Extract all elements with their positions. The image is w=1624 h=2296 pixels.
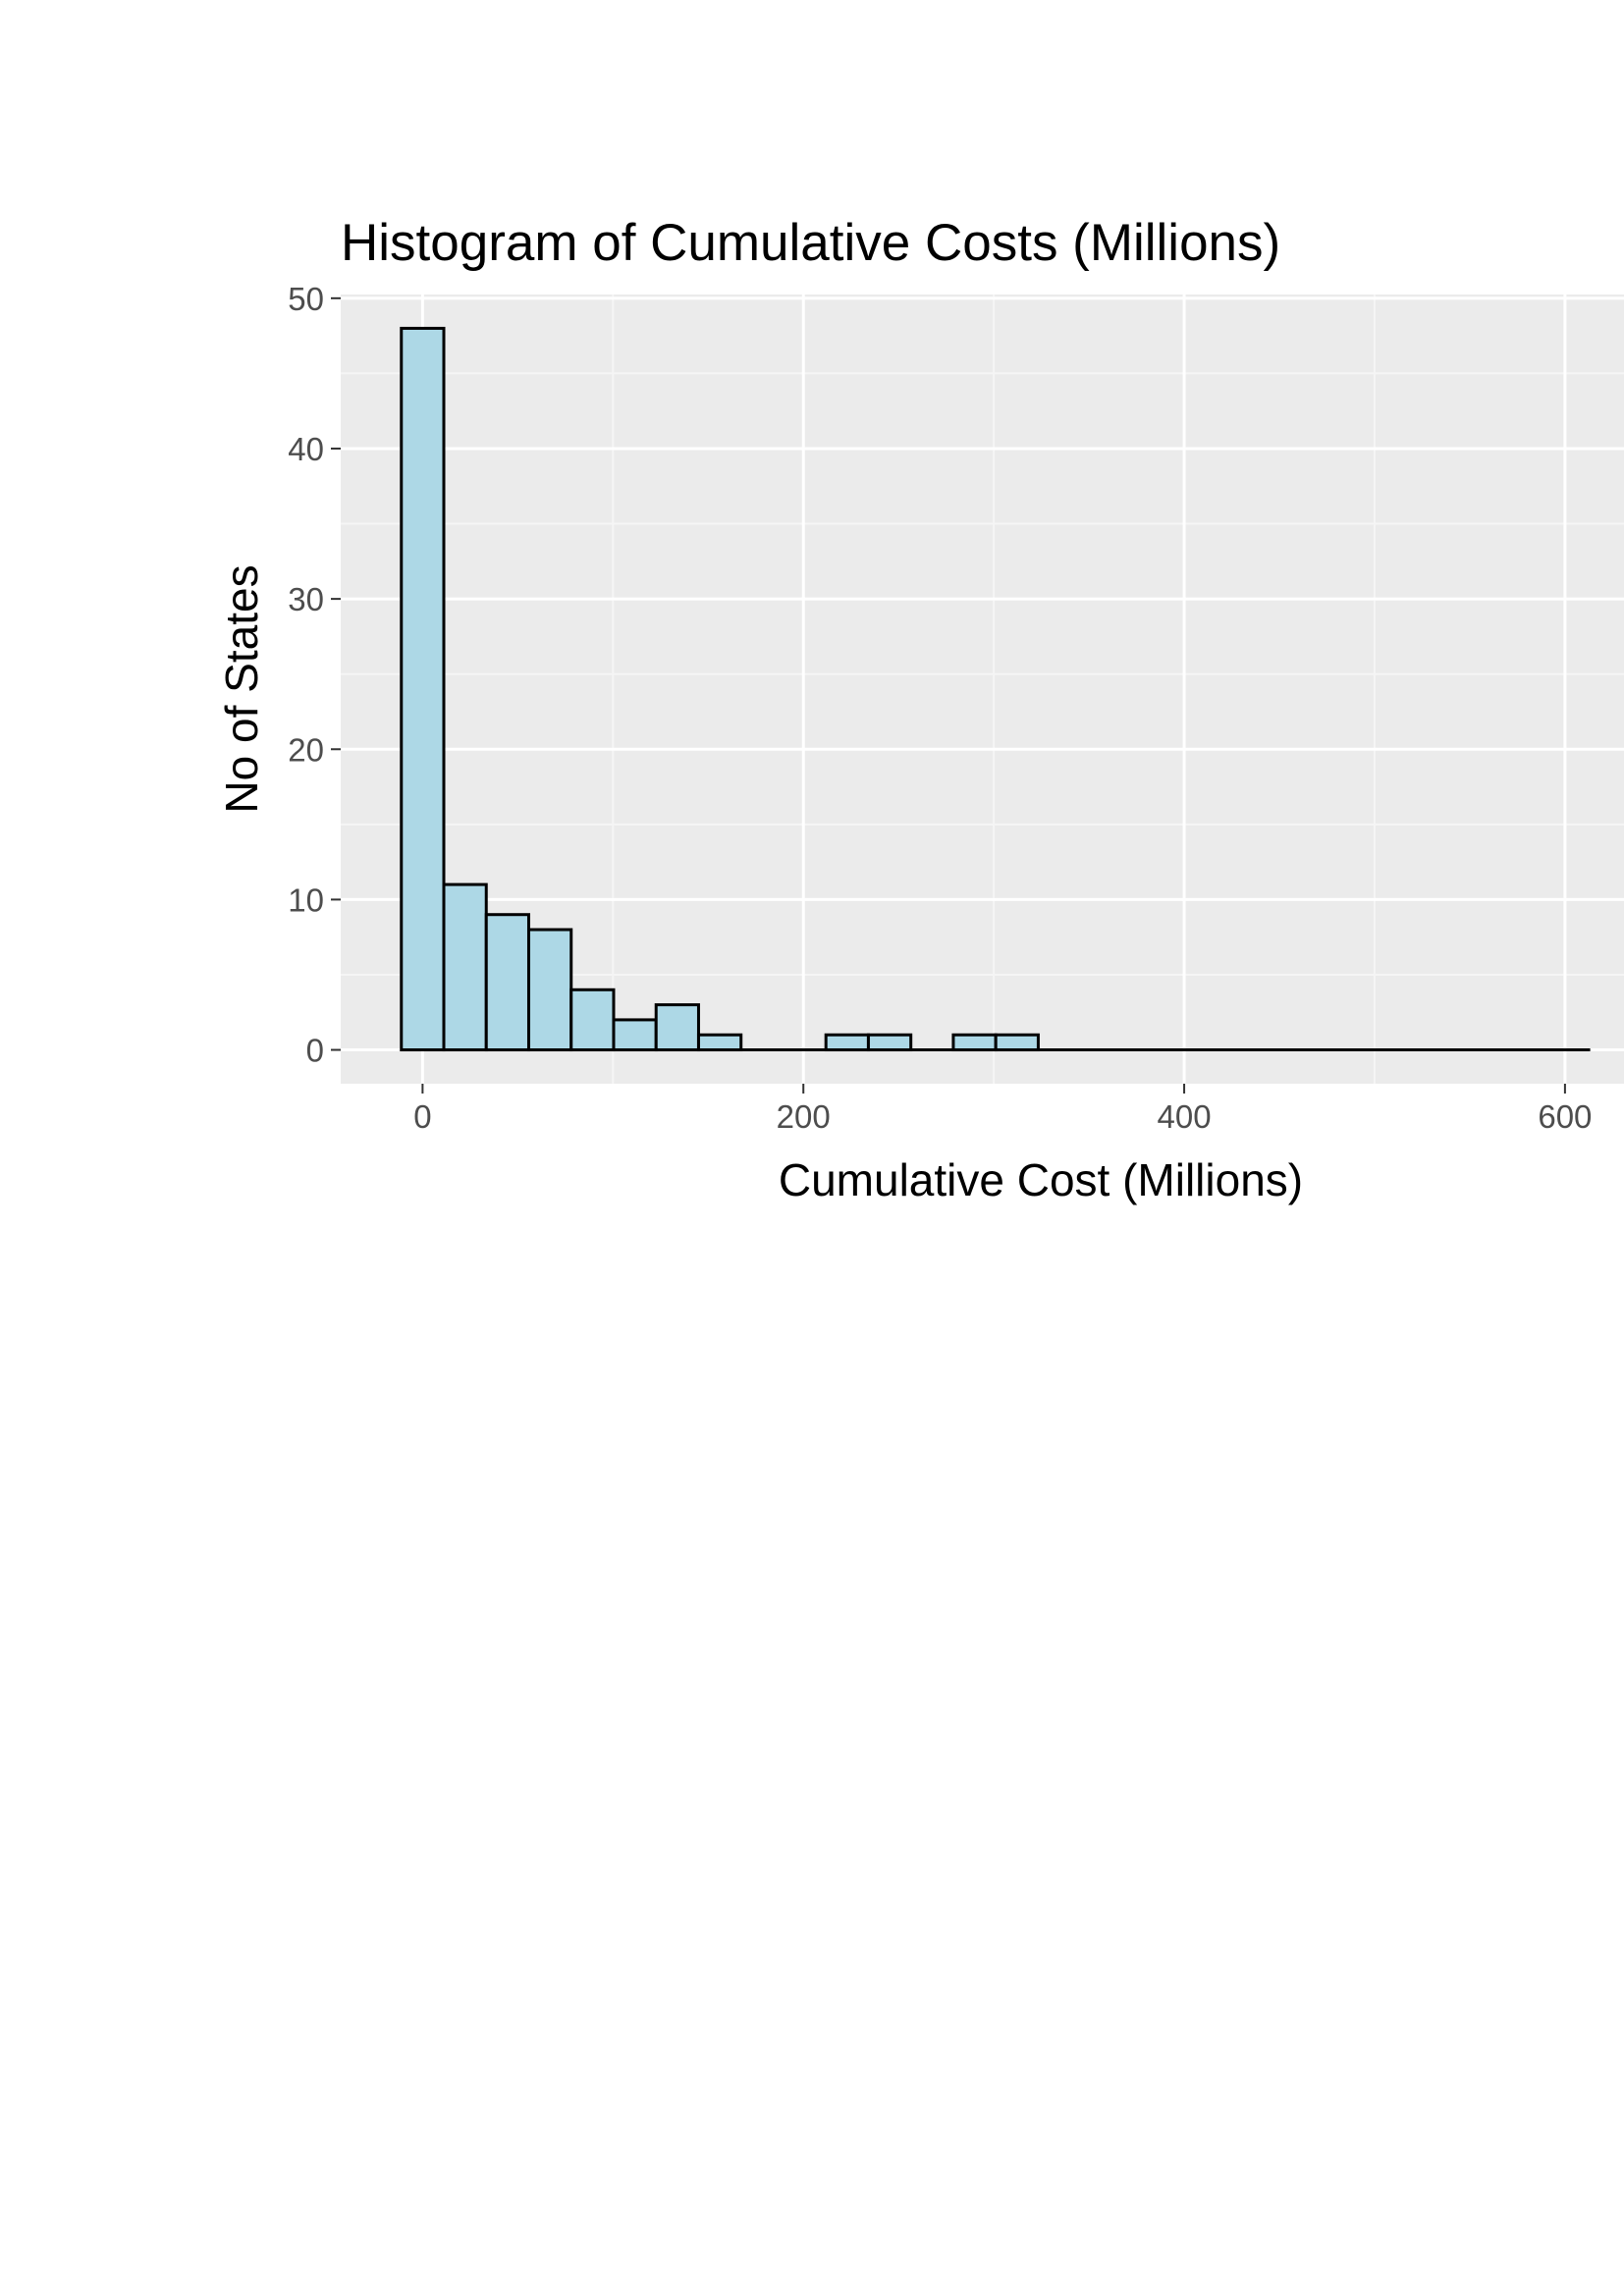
histogram-bar — [442, 882, 488, 1052]
histogram-bar — [866, 1033, 913, 1052]
histogram-bar — [951, 1033, 998, 1052]
x-tick-label: 400 — [1158, 1098, 1212, 1135]
y-tick-label: 40 — [288, 431, 324, 467]
y-tick-label: 20 — [288, 731, 324, 768]
histogram-bar — [484, 913, 530, 1052]
y-axis: 0 10 20 30 40 50 — [288, 281, 341, 1069]
x-axis-title: Cumulative Cost (Millions) — [779, 1154, 1303, 1205]
y-tick-label: 0 — [306, 1033, 324, 1069]
histogram-bar — [526, 928, 573, 1052]
histogram-bar — [400, 326, 446, 1052]
y-tick-label: 50 — [288, 281, 324, 317]
x-tick-label: 200 — [777, 1098, 831, 1135]
histogram-bar — [994, 1033, 1040, 1052]
histogram-bar — [654, 1003, 700, 1052]
y-tick-label: 10 — [288, 881, 324, 918]
histogram-bars — [400, 326, 1591, 1052]
x-tick-label: 0 — [413, 1098, 431, 1135]
histogram-bar — [612, 1018, 658, 1052]
histogram-bar — [824, 1033, 870, 1052]
x-axis: 0 200 400 600 — [413, 1084, 1592, 1135]
chart-title: Histogram of Cumulative Costs (Millions) — [341, 214, 1280, 272]
histogram-bar — [696, 1033, 743, 1052]
y-axis-title: No of States — [216, 564, 267, 813]
y-tick-label: 30 — [288, 581, 324, 617]
x-tick-label: 600 — [1538, 1098, 1592, 1135]
histogram-bar — [569, 988, 616, 1052]
